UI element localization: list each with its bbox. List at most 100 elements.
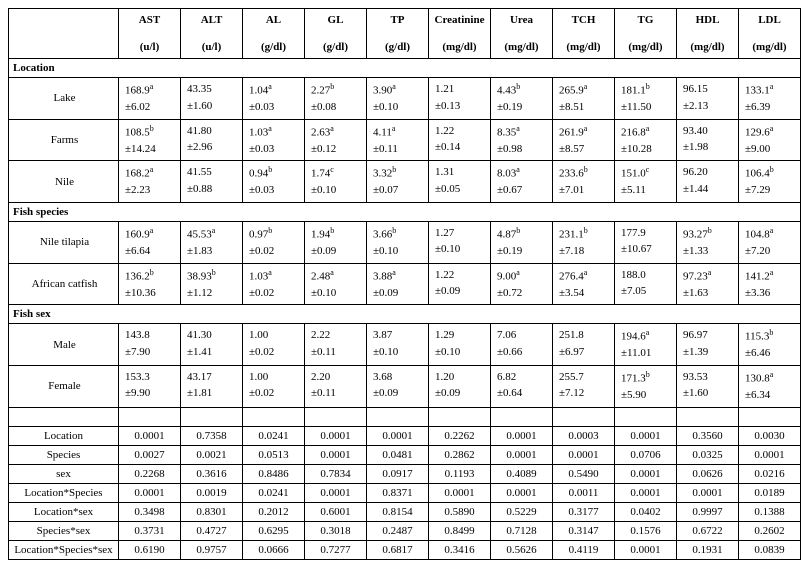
pvalue-label: Location*sex <box>9 502 119 521</box>
superscript: b <box>708 226 712 235</box>
pvalue-cell: 0.0001 <box>553 445 615 464</box>
mean: 188.0 <box>621 269 646 281</box>
error: ±0.09 <box>435 387 460 399</box>
superscript: a <box>150 165 154 174</box>
col-name: Urea <box>510 14 533 26</box>
error: ±0.10 <box>373 346 398 358</box>
col-gl: GL(g/dl) <box>305 9 367 59</box>
error: ±3.54 <box>559 287 584 299</box>
value-cell: 216.8a±10.28 <box>615 119 677 161</box>
error: ±7.29 <box>745 184 770 196</box>
error: ±0.10 <box>435 346 460 358</box>
pvalue-cell: 0.4119 <box>553 540 615 559</box>
value-cell: 168.2a±2.23 <box>119 161 181 203</box>
superscript: c <box>646 165 650 174</box>
mean: 153.3 <box>125 371 150 383</box>
error: ±0.88 <box>187 183 212 195</box>
superscript: a <box>516 165 520 174</box>
pvalue-cell: 0.1931 <box>677 540 739 559</box>
pvalue-cell: 0.0189 <box>739 483 801 502</box>
value-cell: 141.2a±3.36 <box>739 263 801 305</box>
mean: 8.35 <box>497 126 516 138</box>
spacer-cell <box>305 407 367 426</box>
row-label: African catfish <box>9 263 119 305</box>
error: ±0.02 <box>249 287 274 299</box>
superscript: b <box>392 165 396 174</box>
mean: 129.6 <box>745 126 770 138</box>
superscript: b <box>212 268 216 277</box>
section-fish-sex: Fish sex <box>9 305 801 324</box>
col-name: AL <box>266 14 281 26</box>
superscript: a <box>584 82 588 91</box>
mean: 93.53 <box>683 371 708 383</box>
spacer-cell <box>9 407 119 426</box>
error: ±0.11 <box>373 143 398 155</box>
mean: 194.6 <box>621 331 646 343</box>
superscript: a <box>516 268 520 277</box>
mean: 4.11 <box>373 126 392 138</box>
error: ±0.11 <box>311 387 336 399</box>
mean: 9.00 <box>497 270 516 282</box>
value-cell: 177.9±10.67 <box>615 221 677 263</box>
mean: 41.80 <box>187 125 212 137</box>
mean: 2.22 <box>311 329 330 341</box>
mean: 3.90 <box>373 85 392 97</box>
error: ±0.05 <box>435 183 460 195</box>
value-cell: 1.94b±0.09 <box>305 221 367 263</box>
value-cell: 133.1a±6.39 <box>739 78 801 120</box>
col-unit: (u/l) <box>185 39 238 56</box>
superscript: a <box>708 268 712 277</box>
mean: 160.9 <box>125 229 150 241</box>
col-ast: AST(u/l) <box>119 9 181 59</box>
pvalue-cell: 0.0021 <box>181 445 243 464</box>
error: ±8.51 <box>559 101 584 113</box>
value-cell: 115.3b±6.46 <box>739 324 801 366</box>
superscript: a <box>150 226 154 235</box>
value-cell: 129.6a±9.00 <box>739 119 801 161</box>
value-cell: 1.74c±0.10 <box>305 161 367 203</box>
error: ±0.02 <box>249 245 274 257</box>
error: ±0.19 <box>497 101 522 113</box>
value-cell: 2.27b±0.08 <box>305 78 367 120</box>
pvalue-cell: 0.0839 <box>739 540 801 559</box>
pvalue-cell: 0.0666 <box>243 540 305 559</box>
superscript: a <box>392 268 396 277</box>
error: ±7.05 <box>621 285 646 297</box>
superscript: b <box>392 226 396 235</box>
value-cell: 104.8a±7.20 <box>739 221 801 263</box>
superscript: a <box>392 124 396 133</box>
value-cell: 41.30±1.41 <box>181 324 243 366</box>
value-cell: 233.6b±7.01 <box>553 161 615 203</box>
error: ±0.14 <box>435 141 460 153</box>
value-cell: 97.23a±1.63 <box>677 263 739 305</box>
mean: 93.27 <box>683 229 708 241</box>
value-cell: 3.32b±0.07 <box>367 161 429 203</box>
superscript: b <box>770 165 774 174</box>
pvalue-cell: 0.8154 <box>367 502 429 521</box>
superscript: a <box>584 124 588 133</box>
value-cell: 9.00a±0.72 <box>491 263 553 305</box>
header-blank <box>9 9 119 59</box>
col-name: Creatinine <box>435 14 485 26</box>
pvalue-cell: 0.7277 <box>305 540 367 559</box>
error: ±7.01 <box>559 184 584 196</box>
mean: 1.03 <box>249 126 268 138</box>
col-name: TG <box>638 14 654 26</box>
pvalue-cell: 0.8301 <box>181 502 243 521</box>
value-cell: 96.20±1.44 <box>677 161 739 203</box>
error: ±1.60 <box>683 387 708 399</box>
mean: 1.00 <box>249 329 268 341</box>
error: ±1.60 <box>187 100 212 112</box>
error: ±6.39 <box>745 101 770 113</box>
error: ±3.36 <box>745 287 770 299</box>
col-unit: (mg/dl) <box>557 39 610 56</box>
col-al: AL(g/dl) <box>243 9 305 59</box>
error: ±0.03 <box>249 101 274 113</box>
error: ±1.63 <box>683 287 708 299</box>
pvalue-cell: 0.0241 <box>243 426 305 445</box>
mean: 38.93 <box>187 270 212 282</box>
pvalue-cell: 0.0030 <box>739 426 801 445</box>
error: ±0.10 <box>373 101 398 113</box>
pvalue-cell: 0.2012 <box>243 502 305 521</box>
mean: 133.1 <box>745 85 770 97</box>
